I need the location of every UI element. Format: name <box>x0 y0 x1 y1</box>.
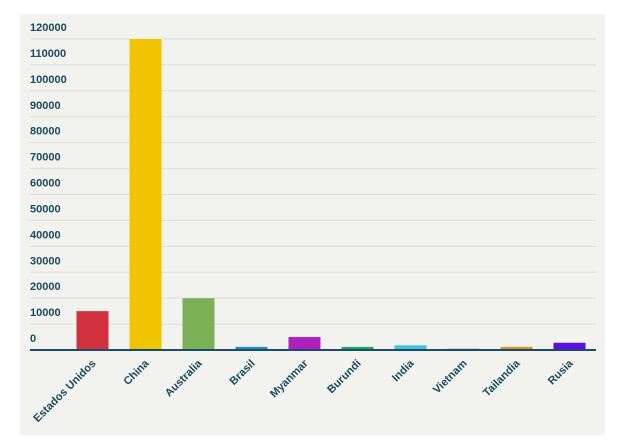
y-tick-label: 40000 <box>30 229 61 241</box>
bar <box>394 345 427 350</box>
bar <box>129 39 162 350</box>
y-tick-label: 90000 <box>30 100 61 112</box>
y-tick-label: 50000 <box>30 203 61 215</box>
bar <box>500 346 533 350</box>
y-tick-label: 80000 <box>30 126 61 138</box>
y-tick-label: 0 <box>30 333 36 345</box>
y-tick-label: 20000 <box>30 281 61 293</box>
bar <box>76 311 109 350</box>
bar <box>341 346 374 350</box>
y-tick-label: 10000 <box>30 307 61 319</box>
y-tick-label: 110000 <box>30 48 66 60</box>
bar <box>182 298 215 350</box>
y-tick-label: 30000 <box>30 255 61 267</box>
bar <box>288 337 321 350</box>
bar <box>553 342 586 350</box>
y-tick-label: 70000 <box>30 152 61 164</box>
y-tick-label: 60000 <box>30 178 61 190</box>
chart-background <box>20 14 605 435</box>
bar <box>235 346 268 350</box>
y-tick-label: 100000 <box>30 74 67 86</box>
y-tick-label: 120000 <box>30 22 67 34</box>
